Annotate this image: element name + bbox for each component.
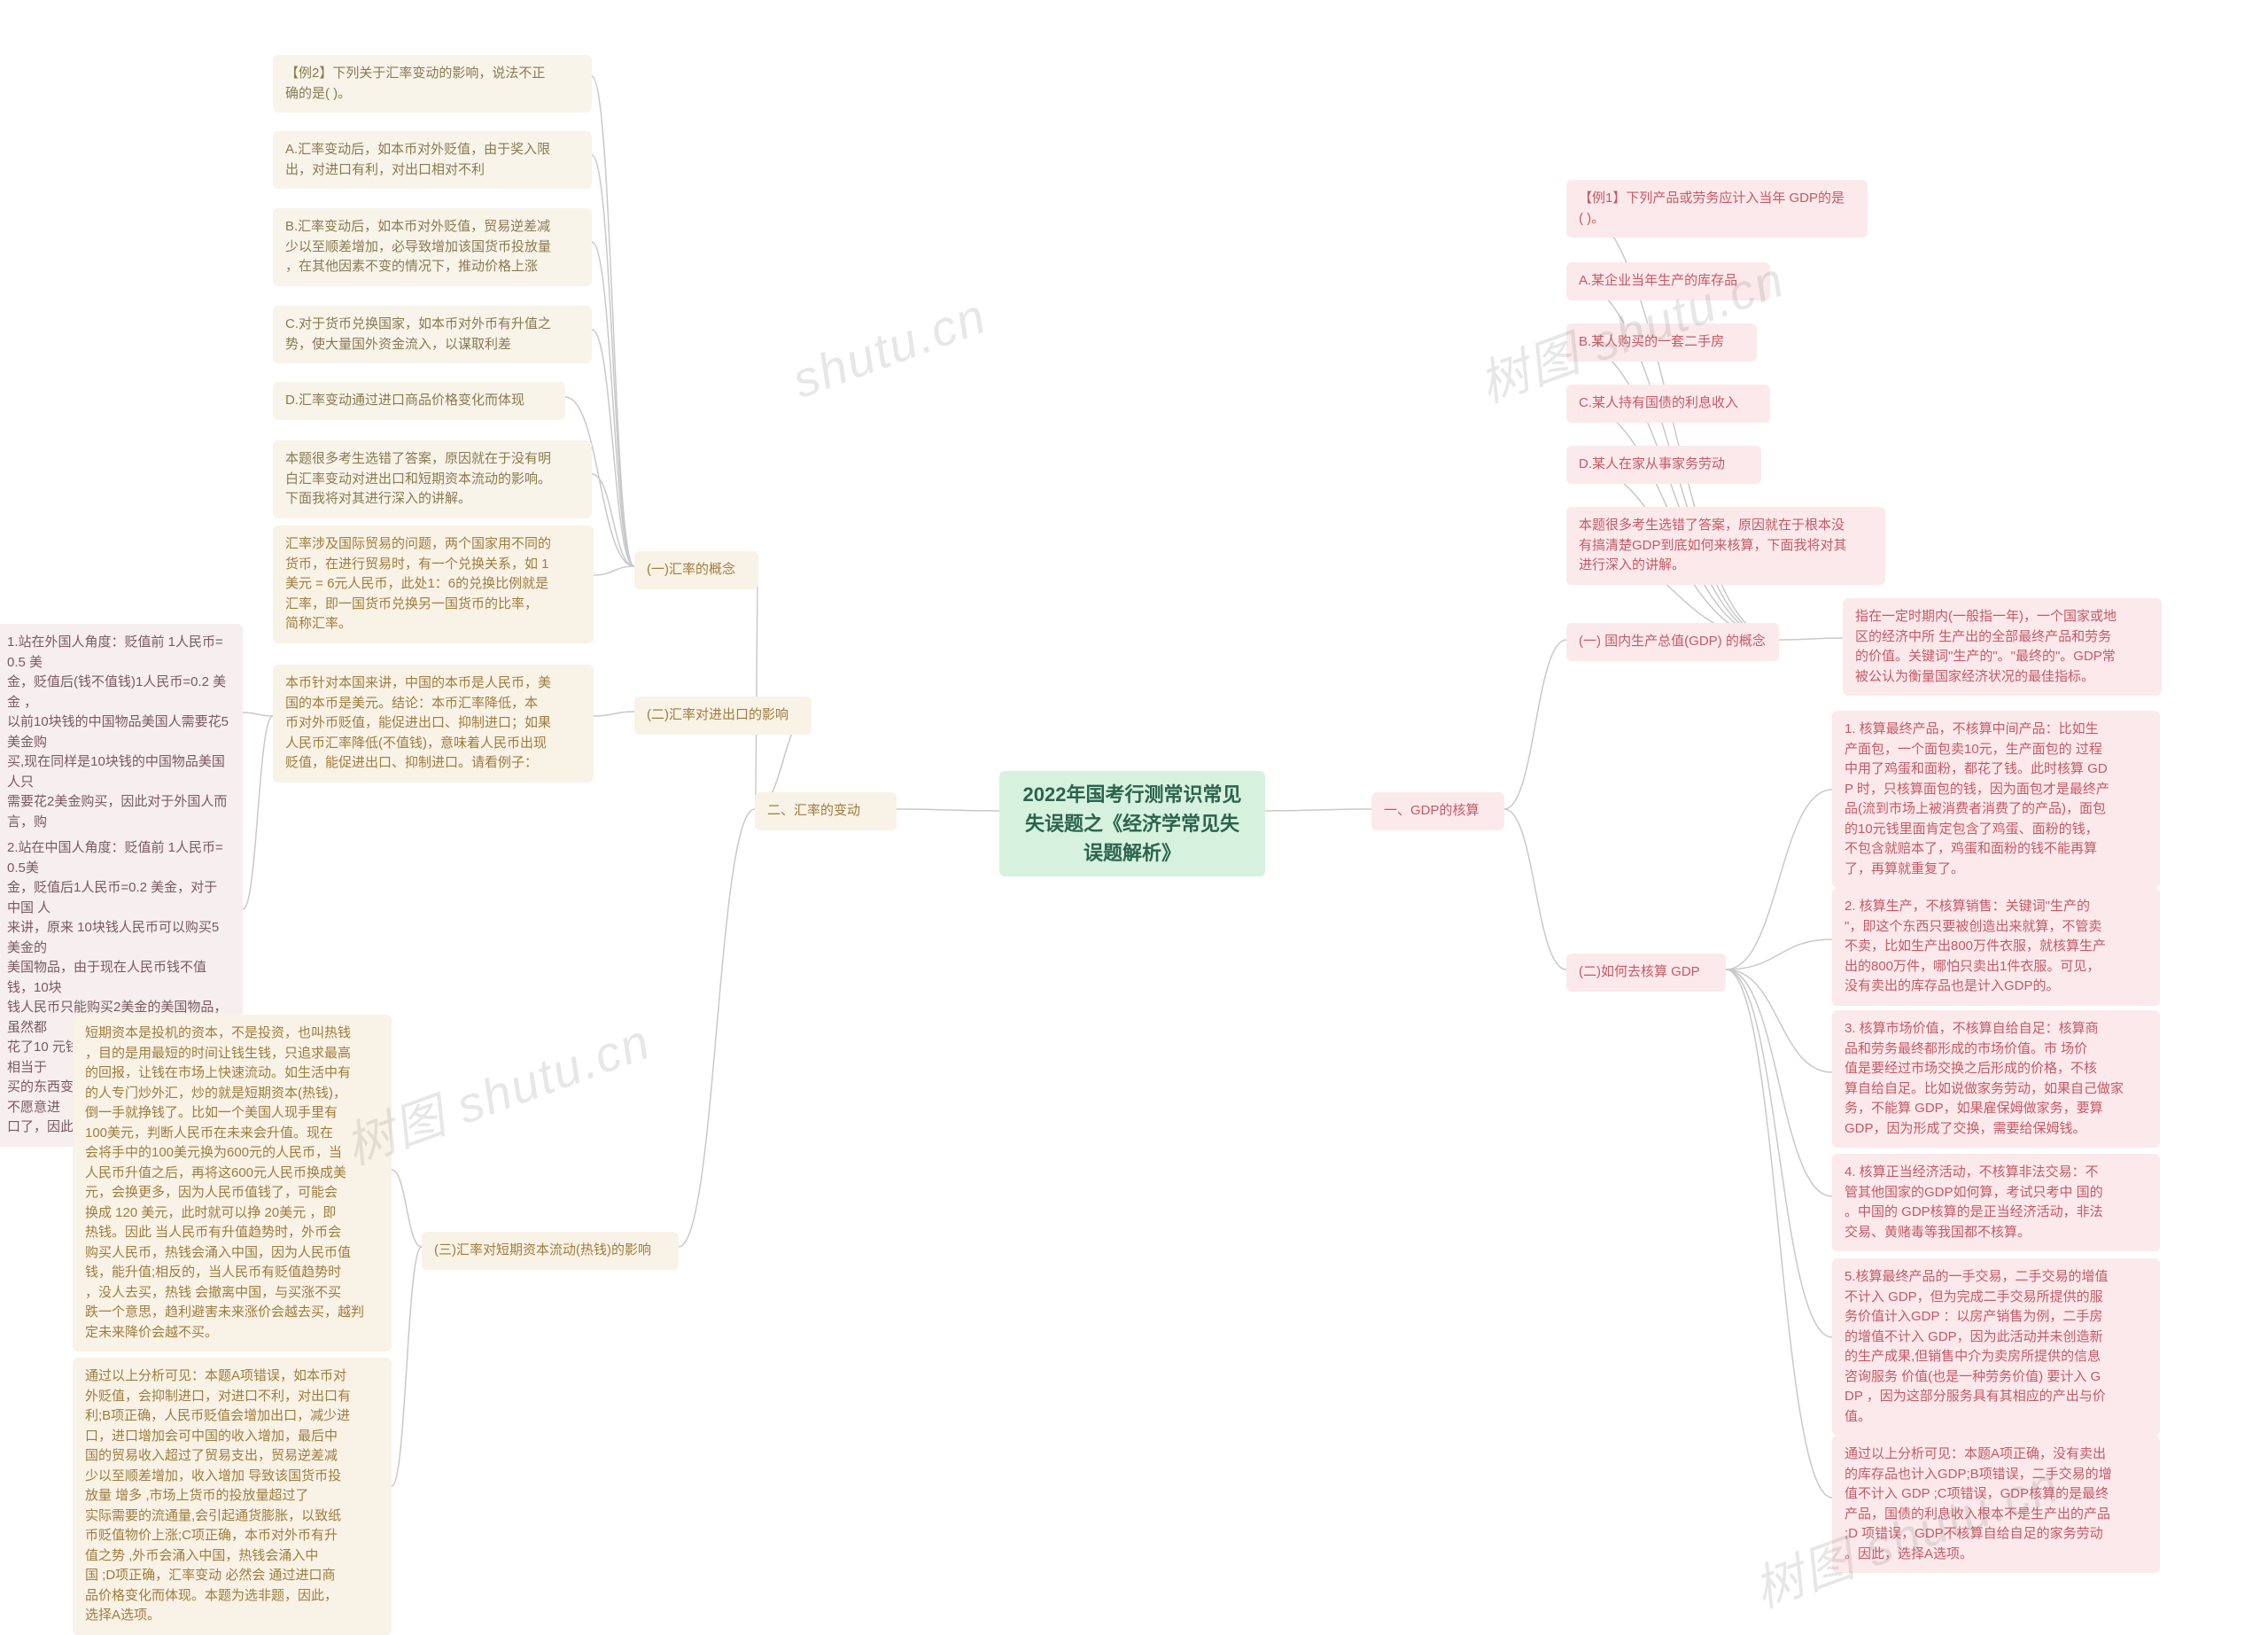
node-left-ex2c: C.对于货币兑换国家，如本币对外币有升值之 势，使大量国外资金流入，以谋取利差 bbox=[273, 306, 592, 363]
connector bbox=[243, 716, 273, 909]
connector bbox=[1726, 969, 1832, 1337]
connector bbox=[392, 1170, 422, 1247]
connector bbox=[1779, 638, 1843, 640]
node-left-l1: 二、汇率的变动 bbox=[755, 792, 897, 830]
node-left-c3_leaf1: 短期资本是投机的资本，不是投资，也叫热钱 ，目的是用最短的时间让钱生钱，只追求最… bbox=[73, 1015, 392, 1351]
connector bbox=[594, 566, 634, 575]
connector bbox=[592, 155, 634, 566]
node-root: 2022年国考行测常识常见 失误题之《经济学常见失 误题解析》 bbox=[999, 771, 1265, 876]
node-left-c2_leaf: 本币针对本国来讲，中国的本币是人民币，美 国的本币是美元。结论：本币汇率降低，本… bbox=[273, 665, 594, 782]
node-right-ex1d: D.某人在家从事家务劳动 bbox=[1566, 446, 1761, 484]
connector bbox=[392, 1247, 422, 1486]
node-right-l2a: (一) 国内生产总值(GDP) 的概念 bbox=[1566, 623, 1779, 661]
node-left-ex2: 【例2】下列关于汇率变动的影响，说法不正 确的是( )。 bbox=[273, 55, 592, 113]
connector bbox=[1726, 790, 1832, 969]
connector bbox=[592, 76, 634, 566]
node-right-l2a_leaf: 指在一定时期内(一般指一年)，一个国家或地 区的经济中所 生产出的全部最终产品和… bbox=[1843, 598, 2162, 696]
node-right-ex1c: C.某人持有国债的利息收入 bbox=[1566, 385, 1770, 423]
connector bbox=[1504, 640, 1566, 809]
node-right-r1: 1. 核算最终产品，不核算中间产品：比如生 产面包，一个面包卖10元，生产面包的… bbox=[1832, 711, 2160, 888]
connector bbox=[243, 712, 273, 716]
connector bbox=[592, 242, 634, 566]
node-right-r6: 通过以上分析可见：本题A项正确，没有卖出 的库存品也计入GDP;B项错误，二手交… bbox=[1832, 1436, 2160, 1573]
connector bbox=[1265, 809, 1371, 811]
node-right-l1: 一、GDP的核算 bbox=[1371, 792, 1504, 830]
node-left-ex2a: A.汇率变动后，如本币对外贬值，由于奖入限 出，对进口有利，对出口相对不利 bbox=[273, 131, 592, 189]
connector bbox=[679, 809, 755, 1247]
node-left-ex2d: D.汇率变动通过进口商品价格变化而体现 bbox=[273, 382, 565, 420]
node-right-r3: 3. 核算市场价值，不核算自给自足：核算商 品和劳务最终都形成的市场价值。市 场… bbox=[1832, 1010, 2160, 1148]
node-right-r2: 2. 核算生产，不核算销售：关键词"生产的 "，即这个东西只要被创造出来就算，不… bbox=[1832, 888, 2160, 1006]
node-left-ex2e: 本题很多考生选错了答案，原因就在于没有明 白汇率变动对进出口和短期资本流动的影响… bbox=[273, 440, 592, 518]
node-right-ex1: 【例1】下列产品或劳务应计入当年 GDP的是 ( )。 bbox=[1566, 180, 1868, 237]
node-left-ex2b: B.汇率变动后，如本币对外贬值，贸易逆差减 少以至顺差增加，必导致增加该国货币投… bbox=[273, 208, 592, 286]
node-right-r4: 4. 核算正当经济活动，不核算非法交易：不 管其他国家的GDP如何算，考试只考中… bbox=[1832, 1154, 2160, 1251]
connector bbox=[594, 712, 634, 716]
node-left-c1: (一)汇率的概念 bbox=[634, 551, 758, 589]
watermark-3: shutu.cn bbox=[785, 286, 994, 409]
connector bbox=[1726, 939, 1832, 969]
connector bbox=[1726, 969, 1832, 1072]
node-right-l2b: (二)如何去核算 GDP bbox=[1566, 954, 1726, 992]
connector bbox=[1566, 339, 1779, 640]
node-left-c2: (二)汇率对进出口的影响 bbox=[634, 697, 812, 735]
node-left-c3_leaf2: 通过以上分析可见：本题A项错误，如本币对 外贬值，会抑制进口，对进口不利，对出口… bbox=[73, 1358, 392, 1635]
connector bbox=[1726, 969, 1832, 1196]
connector bbox=[755, 566, 758, 809]
node-left-c3: (三)汇率对短期资本流动(热钱)的影响 bbox=[422, 1232, 679, 1270]
connector bbox=[1726, 969, 1832, 1498]
node-left-c1_leaf: 汇率涉及国际贸易的问题，两个国家用不同的 货币，在进行贸易时，有一个兑换关系，如… bbox=[273, 526, 594, 643]
node-right-ex1e: 本题很多考生选错了答案，原因就在于根本没 有搞清楚GDP到底如何来核算，下面我将… bbox=[1566, 507, 1885, 585]
connector bbox=[897, 809, 999, 811]
connector bbox=[592, 330, 634, 566]
node-right-ex1b: B.某人购买的一套二手房 bbox=[1566, 323, 1757, 362]
node-right-r5: 5.核算最终产品的一手交易，二手交易的增值 不计入 GDP，但为完成二手交易所提… bbox=[1832, 1258, 2160, 1436]
connector bbox=[592, 474, 634, 566]
connector bbox=[1504, 809, 1566, 969]
node-right-ex1a: A.某企业当年生产的库存品 bbox=[1566, 262, 1770, 300]
